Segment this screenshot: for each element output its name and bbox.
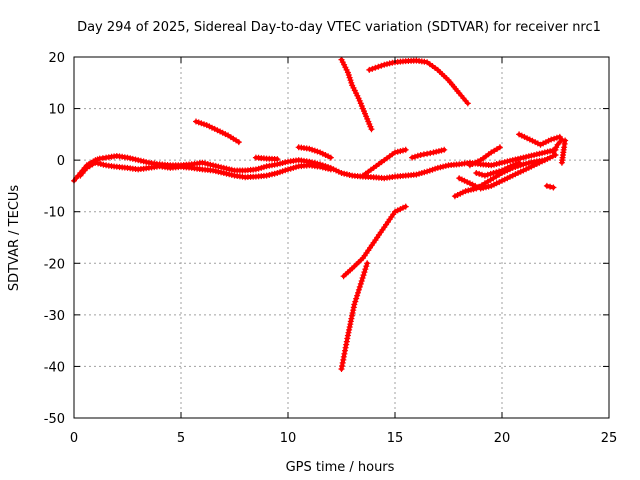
series-markers [77, 159, 334, 181]
series-track [340, 203, 409, 280]
x-tick-label: 15 [387, 431, 404, 446]
series-track [295, 144, 334, 161]
series-markers [473, 159, 523, 179]
series-markers [359, 146, 409, 179]
series-track [466, 144, 503, 169]
series-markers [295, 144, 334, 161]
x-tick-label: 20 [494, 431, 511, 446]
y-tick-label: -10 [44, 206, 65, 221]
x-axis-label: GPS time / hours [286, 460, 395, 475]
y-tick-label: -30 [44, 309, 65, 324]
series-markers [340, 203, 409, 280]
series-track [543, 182, 557, 191]
chart-title: Day 294 of 2025, Sidereal Day-to-day VTE… [77, 20, 601, 35]
series-track [516, 131, 563, 148]
series-markers [543, 182, 557, 191]
data-series [71, 56, 569, 372]
series-track [193, 118, 242, 146]
x-tick-label: 0 [70, 431, 78, 446]
series-track [473, 159, 523, 179]
series-track [77, 159, 334, 181]
series-markers [466, 144, 503, 169]
series-markers [338, 260, 371, 372]
series-track [252, 154, 281, 163]
series-track [359, 146, 409, 179]
series-track [366, 57, 471, 107]
axis-ticks: 0 5 10 15 20 25 -50 -40 -30 -20 -10 0 10 20 [44, 51, 618, 446]
y-tick-label: -50 [44, 412, 65, 427]
series-markers [338, 56, 375, 133]
y-tick-label: 10 [48, 103, 65, 118]
series-markers [409, 146, 448, 161]
y-tick-label: 0 [57, 154, 65, 169]
y-tick-label: -40 [44, 360, 65, 375]
series-track [409, 146, 448, 161]
x-tick-label: 25 [601, 431, 618, 446]
series-markers [252, 154, 281, 163]
series-markers [550, 136, 565, 156]
series-line [341, 204, 408, 279]
series-markers [516, 131, 563, 148]
series-track [338, 56, 375, 133]
series-track [338, 260, 371, 372]
series-markers [456, 152, 559, 192]
y-axis-label: SDTVAR / TECUs [7, 185, 22, 292]
series-track [456, 152, 559, 192]
x-tick-label: 5 [177, 431, 185, 446]
series-track [550, 136, 565, 156]
series-markers [366, 57, 471, 107]
plot-frame [73, 56, 610, 419]
x-tick-label: 10 [280, 431, 297, 446]
y-tick-label: -20 [44, 257, 65, 272]
series-track [558, 137, 569, 166]
y-tick-label: 20 [48, 51, 65, 66]
series-markers [558, 137, 569, 166]
series-markers [193, 118, 242, 146]
